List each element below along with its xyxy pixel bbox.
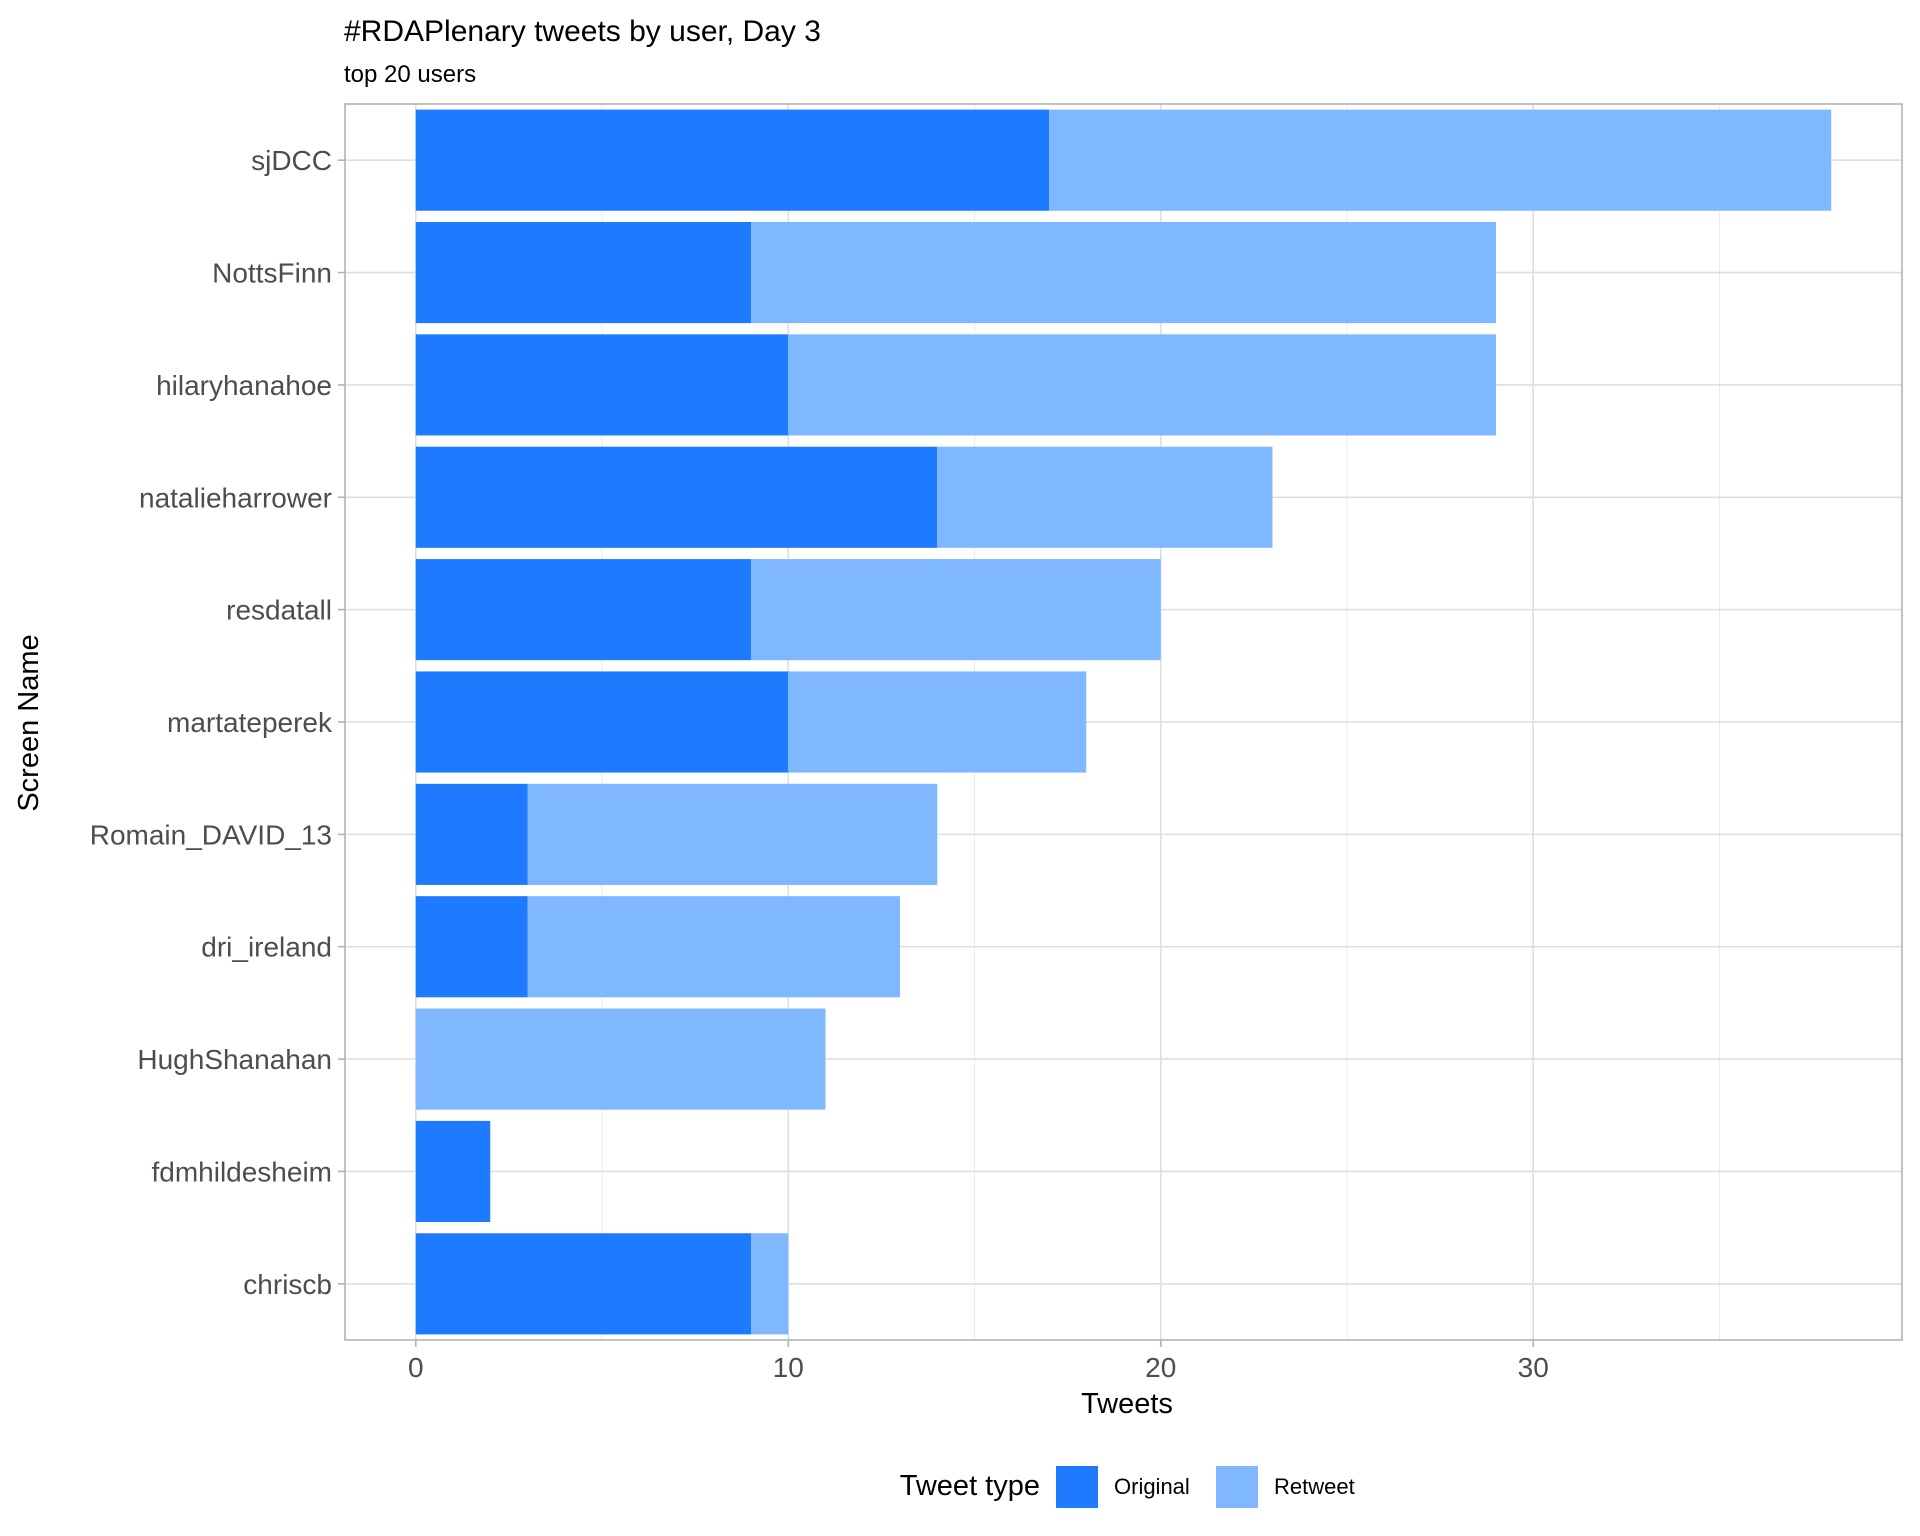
bar-original-hilaryhanahoe [415,334,789,436]
bar-original-romain-david-13 [415,783,528,885]
bar-original-sjdcc [415,109,1050,211]
y-tick-label: resdatall [226,595,332,626]
bar-retweet-resdatall [751,559,1161,661]
x-tick-label: 20 [1145,1352,1176,1383]
y-axis-title: Screen Name [13,634,45,811]
legend: Tweet type Original Retweet [900,1466,1355,1508]
bar-retweet-romain-david-13 [527,783,938,885]
chart-subtitle: top 20 users [344,61,476,88]
y-tick-label: fdmhildesheim [151,1156,332,1187]
bar-original-nottsfinn [415,221,752,324]
bar-original-chriscb [415,1233,752,1335]
bars [415,109,1832,1335]
x-tick-label: 10 [773,1352,804,1383]
legend-label-retweet: Retweet [1274,1474,1355,1499]
bar-original-dri-ireland [415,896,528,998]
x-axis: 0 10 20 30 [408,1340,1549,1383]
x-axis-title: Tweets [1081,1388,1173,1420]
y-tick-label: NottsFinn [212,258,332,289]
y-tick-label: chriscb [243,1269,332,1300]
y-tick-label: Romain_DAVID_13 [90,819,332,850]
y-tick-label: natalieharrower [139,482,332,513]
y-tick-label: martateperek [167,707,333,738]
y-tick-label: sjDCC [251,145,332,176]
bar-retweet-nottsfinn [751,221,1496,324]
bar-retweet-chriscb [751,1233,789,1335]
bar-retweet-sjdcc [1049,109,1832,211]
x-tick-label: 0 [408,1352,424,1383]
panel-border [344,103,1903,1341]
legend-title: Tweet type [900,1470,1040,1502]
legend-key-original [1056,1466,1098,1508]
bar-original-fdmhildesheim [415,1120,491,1223]
chart-title: #RDAPlenary tweets by user, Day 3 [344,15,821,48]
bar-original-natalieharrower [415,446,938,548]
y-tick-label: HughShanahan [137,1044,332,1075]
bar-retweet-hilaryhanahoe [788,334,1496,436]
legend-key-retweet [1216,1466,1258,1508]
bar-retweet-martateperek [788,671,1087,773]
bar-retweet-dri-ireland [527,896,901,998]
bar-retweet-hughshanahan [415,1008,826,1110]
y-tick-label: dri_ireland [201,932,332,963]
bar-original-martateperek [415,671,789,773]
bar-original-resdatall [415,559,752,661]
y-axis: sjDCC NottsFinn hilaryhanahoe natalieharrow… [90,145,345,1300]
y-tick-label: hilaryhanahoe [156,370,332,401]
legend-label-original: Original [1114,1474,1190,1499]
bar-retweet-natalieharrower [937,446,1273,548]
x-tick-label: 30 [1518,1352,1549,1383]
